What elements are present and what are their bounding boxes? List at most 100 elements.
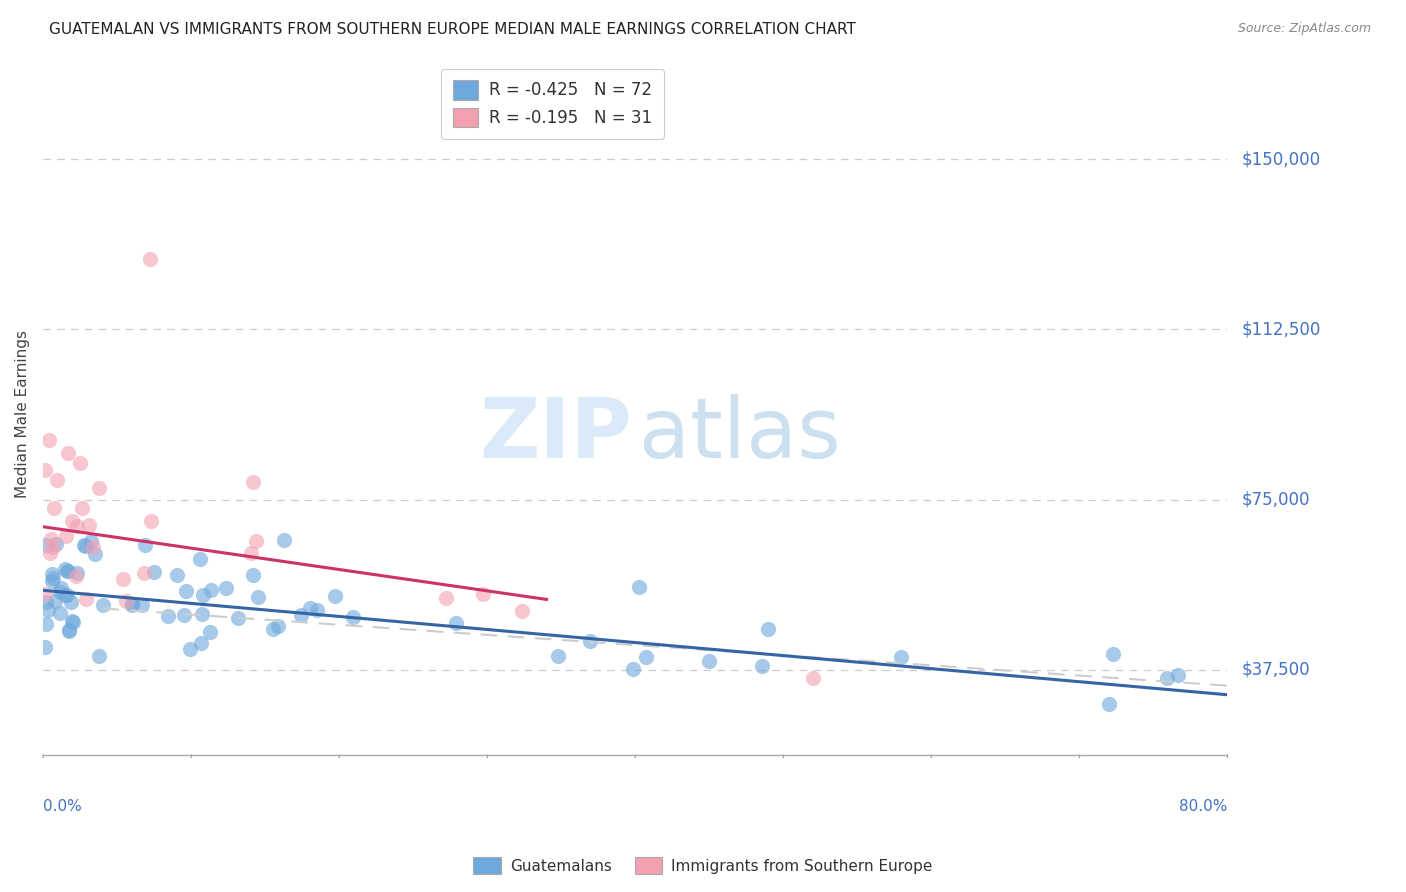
Point: [66, 566, 89, 580]
Point: [1167, 668, 1189, 682]
Text: atlas: atlas: [638, 394, 841, 475]
Point: [121, 598, 143, 612]
Point: [190, 636, 212, 650]
Point: [82, 540, 104, 554]
Point: [139, 252, 162, 266]
Point: [1101, 647, 1123, 661]
Point: [39, 533, 62, 547]
Point: [73, 538, 96, 552]
Point: [174, 584, 197, 599]
Text: $150,000: $150,000: [1241, 150, 1320, 168]
Point: [60, 614, 83, 628]
Point: [621, 662, 644, 676]
Point: [65, 569, 87, 583]
Point: [45, 473, 67, 487]
Point: [34, 587, 56, 601]
Point: [890, 650, 912, 665]
Point: [38, 546, 60, 560]
Point: [245, 534, 267, 549]
Point: [38, 433, 60, 447]
Point: [697, 654, 720, 668]
Point: [53, 588, 76, 602]
Point: [70, 500, 93, 515]
Point: [41, 574, 63, 588]
Point: [77, 517, 100, 532]
Point: [510, 604, 533, 618]
Point: [156, 609, 179, 624]
Y-axis label: Median Male Earnings: Median Male Earnings: [15, 330, 30, 499]
Point: [89, 481, 111, 495]
Point: [134, 566, 156, 580]
Point: [242, 475, 264, 489]
Point: [751, 659, 773, 673]
Point: [307, 602, 329, 616]
Point: [1098, 697, 1121, 711]
Point: [55, 562, 77, 576]
Point: [242, 568, 264, 582]
Point: [273, 533, 295, 547]
Point: [58, 623, 80, 637]
Legend: R = -0.425   N = 72, R = -0.195   N = 31: R = -0.425 N = 72, R = -0.195 N = 31: [441, 69, 664, 139]
Point: [42, 571, 65, 585]
Point: [112, 572, 135, 586]
Point: [141, 514, 163, 528]
Point: [34, 463, 56, 477]
Point: [628, 580, 651, 594]
Point: [75, 592, 97, 607]
Point: [55, 564, 77, 578]
Point: [56, 564, 79, 578]
Point: [75, 540, 97, 554]
Point: [756, 623, 779, 637]
Point: [93, 598, 115, 612]
Point: [342, 610, 364, 624]
Point: [634, 650, 657, 665]
Point: [35, 617, 58, 632]
Point: [173, 607, 195, 622]
Point: [444, 615, 467, 630]
Point: [45, 537, 67, 551]
Point: [471, 586, 494, 600]
Point: [37, 602, 59, 616]
Point: [69, 456, 91, 470]
Point: [191, 607, 214, 621]
Point: [59, 595, 82, 609]
Point: [115, 593, 138, 607]
Point: [290, 607, 312, 622]
Point: [193, 588, 215, 602]
Point: [215, 582, 238, 596]
Point: [547, 649, 569, 664]
Point: [49, 582, 72, 596]
Point: [60, 514, 83, 528]
Point: [44, 594, 66, 608]
Point: [801, 671, 824, 685]
Point: [35, 538, 58, 552]
Point: [58, 446, 80, 460]
Point: [58, 624, 80, 638]
Point: [41, 540, 63, 554]
Text: Source: ZipAtlas.com: Source: ZipAtlas.com: [1237, 22, 1371, 36]
Point: [49, 585, 72, 599]
Point: [267, 618, 290, 632]
Point: [56, 588, 79, 602]
Point: [42, 501, 65, 516]
Text: 0.0%: 0.0%: [44, 799, 82, 814]
Text: $75,000: $75,000: [1241, 491, 1310, 508]
Text: $112,500: $112,500: [1241, 320, 1320, 338]
Point: [247, 590, 270, 604]
Legend: Guatemalans, Immigrants from Southern Europe: Guatemalans, Immigrants from Southern Eu…: [467, 851, 939, 880]
Point: [579, 634, 602, 648]
Point: [80, 533, 103, 548]
Point: [1156, 671, 1178, 685]
Point: [49, 606, 72, 620]
Text: GUATEMALAN VS IMMIGRANTS FROM SOUTHERN EUROPE MEDIAN MALE EARNINGS CORRELATION C: GUATEMALAN VS IMMIGRANTS FROM SOUTHERN E…: [49, 22, 856, 37]
Point: [434, 591, 457, 606]
Point: [83, 547, 105, 561]
Point: [41, 566, 63, 581]
Point: [55, 529, 77, 543]
Point: [131, 598, 153, 612]
Point: [198, 625, 221, 640]
Point: [239, 545, 262, 559]
Point: [299, 601, 322, 615]
Point: [226, 611, 249, 625]
Text: 80.0%: 80.0%: [1180, 799, 1227, 814]
